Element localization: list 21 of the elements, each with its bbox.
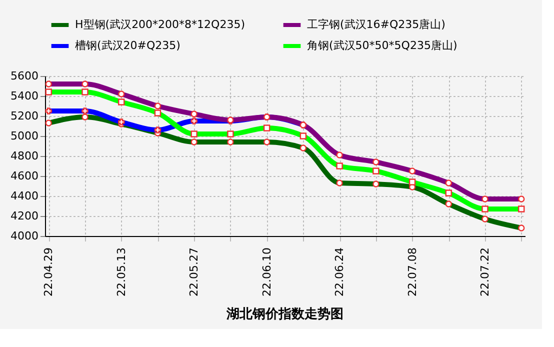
x-tick-label: 22.04.29	[42, 248, 56, 296]
x-tick-label: 22.06.24	[333, 248, 346, 296]
x-tick-label: 22.05.27	[188, 248, 201, 296]
y-tick-label: 4800	[10, 150, 38, 162]
y-tick-label: 4400	[10, 190, 38, 202]
legend-label: H型钢(武汉200*200*8*12Q235)	[75, 18, 245, 31]
x-tick-label: 22.06.10	[260, 248, 274, 296]
x-tick-label: 22.05.13	[114, 248, 128, 296]
legend-label: 工字钢(武汉16#Q235唐山)	[307, 18, 446, 31]
legend-label: 槽钢(武汉20#Q235)	[75, 39, 180, 52]
y-tick-label: 5600	[10, 70, 38, 82]
y-tick-label: 5400	[10, 90, 38, 102]
x-tick-label: 22.07.08	[406, 248, 419, 296]
y-tick-label: 4000	[10, 230, 38, 242]
y-tick-label: 5200	[10, 110, 38, 122]
x-tick-label: 22.07.22	[478, 248, 492, 296]
text: 湖北钢价指数走势图	[226, 306, 344, 322]
y-tick-label: 4200	[10, 210, 38, 222]
legend-label: 角钢(武汉50*50*5Q235唐山)	[307, 39, 458, 52]
y-tick-label: 4600	[10, 170, 38, 182]
y-tick-label: 5000	[10, 130, 38, 142]
